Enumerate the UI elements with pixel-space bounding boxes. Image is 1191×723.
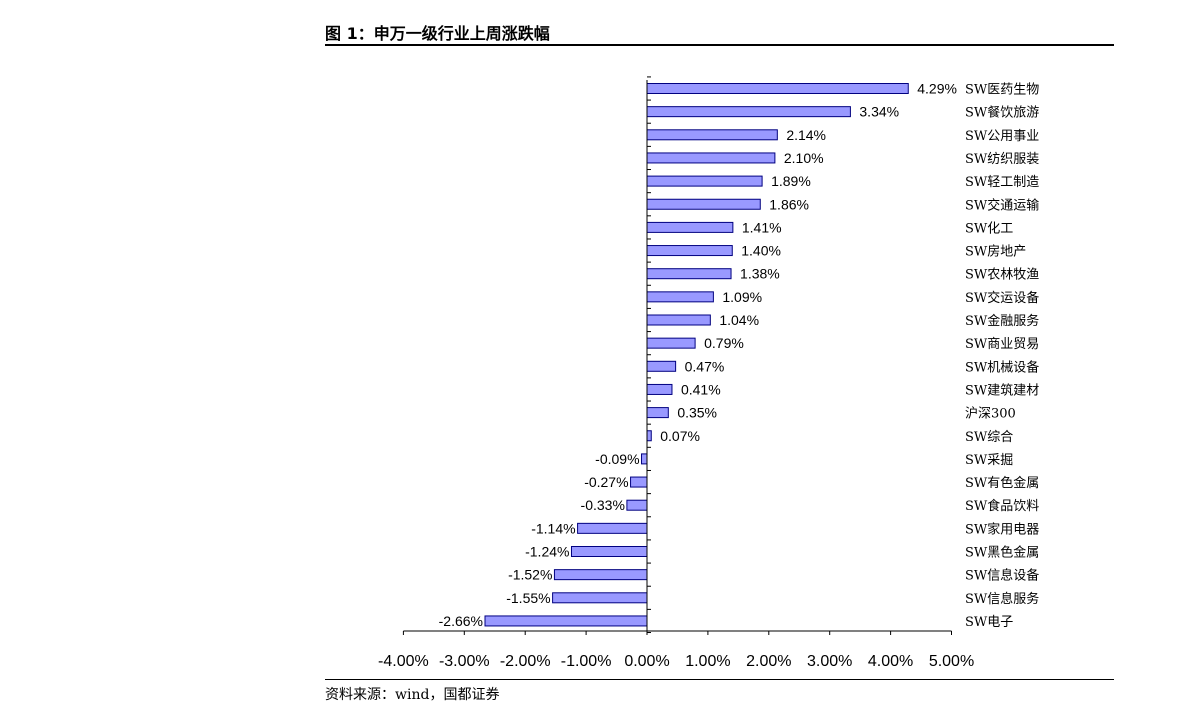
bar: [646, 198, 761, 210]
category-label: SW房地产: [965, 244, 1026, 260]
category-label: SW交通运输: [965, 197, 1039, 213]
bar: [646, 291, 714, 303]
data-label: -2.66%: [439, 613, 483, 629]
data-label: 1.04%: [719, 312, 759, 328]
data-label: -1.14%: [531, 520, 575, 536]
category-label: SW建筑建材: [965, 382, 1039, 398]
category-label: SW交运设备: [965, 290, 1039, 306]
data-label: -1.55%: [506, 590, 550, 606]
x-tick-label: -1.00%: [561, 653, 612, 670]
bar: [646, 129, 778, 141]
category-label: SW黑色金属: [965, 545, 1039, 561]
bar: [646, 337, 696, 349]
bar: [553, 569, 648, 581]
x-tick-labels-group: -4.00% -3.00% -2.00% -1.00% 0.00% 1.00% 2.00% 3…: [378, 653, 974, 670]
data-label: 4.29%: [917, 81, 957, 97]
category-label: SW机械设备: [965, 359, 1039, 375]
data-label: 0.07%: [660, 428, 700, 444]
bar: [646, 360, 677, 372]
source-note: 资料来源：wind，国都证券: [325, 687, 500, 703]
bar: [484, 615, 648, 627]
data-label: 1.41%: [742, 219, 782, 235]
value-labels-group: 4.29% 3.34% 2.14% 2.10% 1.89% 1.86% 1.41% 1.40%…: [439, 81, 957, 629]
bar: [646, 152, 776, 164]
data-label: 0.41%: [681, 381, 721, 397]
x-tick-label: 5.00%: [929, 653, 974, 670]
data-label: 2.14%: [786, 127, 826, 143]
bar: [646, 83, 909, 94]
data-label: -1.52%: [508, 567, 552, 583]
data-label: 1.09%: [722, 289, 762, 305]
bar: [626, 499, 648, 511]
data-label: 1.40%: [741, 243, 781, 259]
category-label: SW纺织服装: [965, 152, 1039, 167]
category-label: SW商业贸易: [965, 337, 1039, 352]
bar: [646, 407, 669, 419]
data-label: 0.47%: [685, 358, 725, 374]
data-label: 0.79%: [704, 335, 744, 351]
data-label: 3.34%: [859, 104, 899, 120]
category-label: SW有色金属: [965, 475, 1039, 491]
figure-title: 图 1：申万一级行业上周涨跌幅: [325, 24, 550, 43]
x-tick-label: 4.00%: [868, 653, 913, 670]
x-tick-label: 2.00%: [746, 653, 791, 670]
category-label: SW化工: [965, 221, 1013, 236]
category-labels-group: SW医药生物 SW餐饮旅游 SW公用事业 SW纺织服装 SW轻工制造 SW交通运输 SW化工…: [965, 83, 1039, 630]
bar: [646, 314, 711, 326]
bar: [646, 268, 732, 280]
bar: [570, 546, 648, 557]
category-label: SW医药生物: [965, 83, 1039, 98]
bar: [577, 522, 648, 534]
category-label: SW农林牧渔: [965, 268, 1039, 283]
bar: [646, 175, 763, 187]
category-label: SW金融服务: [965, 313, 1039, 329]
x-tick-label: 3.00%: [807, 653, 852, 670]
x-tick-label: 1.00%: [685, 653, 730, 670]
data-label: -0.09%: [595, 451, 639, 467]
data-label: 1.38%: [740, 266, 780, 282]
category-label: SW食品饮料: [965, 498, 1039, 514]
data-label: 2.10%: [784, 150, 824, 166]
category-label: SW电子: [965, 615, 1013, 630]
bar: [641, 453, 648, 465]
axes-group: [402, 76, 952, 635]
bar: [646, 430, 652, 442]
bar: [646, 245, 733, 257]
category-label: SW公用事业: [965, 129, 1039, 144]
category-label: SW采掘: [965, 453, 1013, 468]
x-tick-label: -4.00%: [378, 653, 429, 670]
bar: [646, 106, 851, 118]
x-tick-label: -3.00%: [439, 653, 490, 670]
data-label: -1.24%: [525, 544, 569, 560]
category-label: SW综合: [965, 430, 1013, 445]
x-tick-label: 0.00%: [624, 653, 669, 670]
category-label: SW信息服务: [965, 591, 1039, 607]
category-label: SW餐饮旅游: [965, 105, 1039, 121]
source-rule: [325, 679, 1114, 680]
category-label: SW信息设备: [965, 568, 1039, 584]
data-label: 1.89%: [771, 173, 811, 189]
category-label: SW轻工制造: [965, 175, 1039, 190]
bar: [646, 383, 673, 395]
bar: [646, 221, 734, 233]
category-label: SW家用电器: [965, 521, 1039, 537]
data-label: 0.35%: [677, 405, 717, 421]
x-tick-label: -2.00%: [500, 653, 551, 670]
title-rule: [325, 44, 1114, 46]
category-label: 沪深300: [965, 406, 1016, 422]
bar: [630, 476, 648, 488]
data-label: -0.27%: [584, 474, 628, 490]
data-label: -0.33%: [581, 497, 625, 513]
data-label: 1.86%: [769, 196, 809, 212]
bar: [552, 592, 648, 604]
